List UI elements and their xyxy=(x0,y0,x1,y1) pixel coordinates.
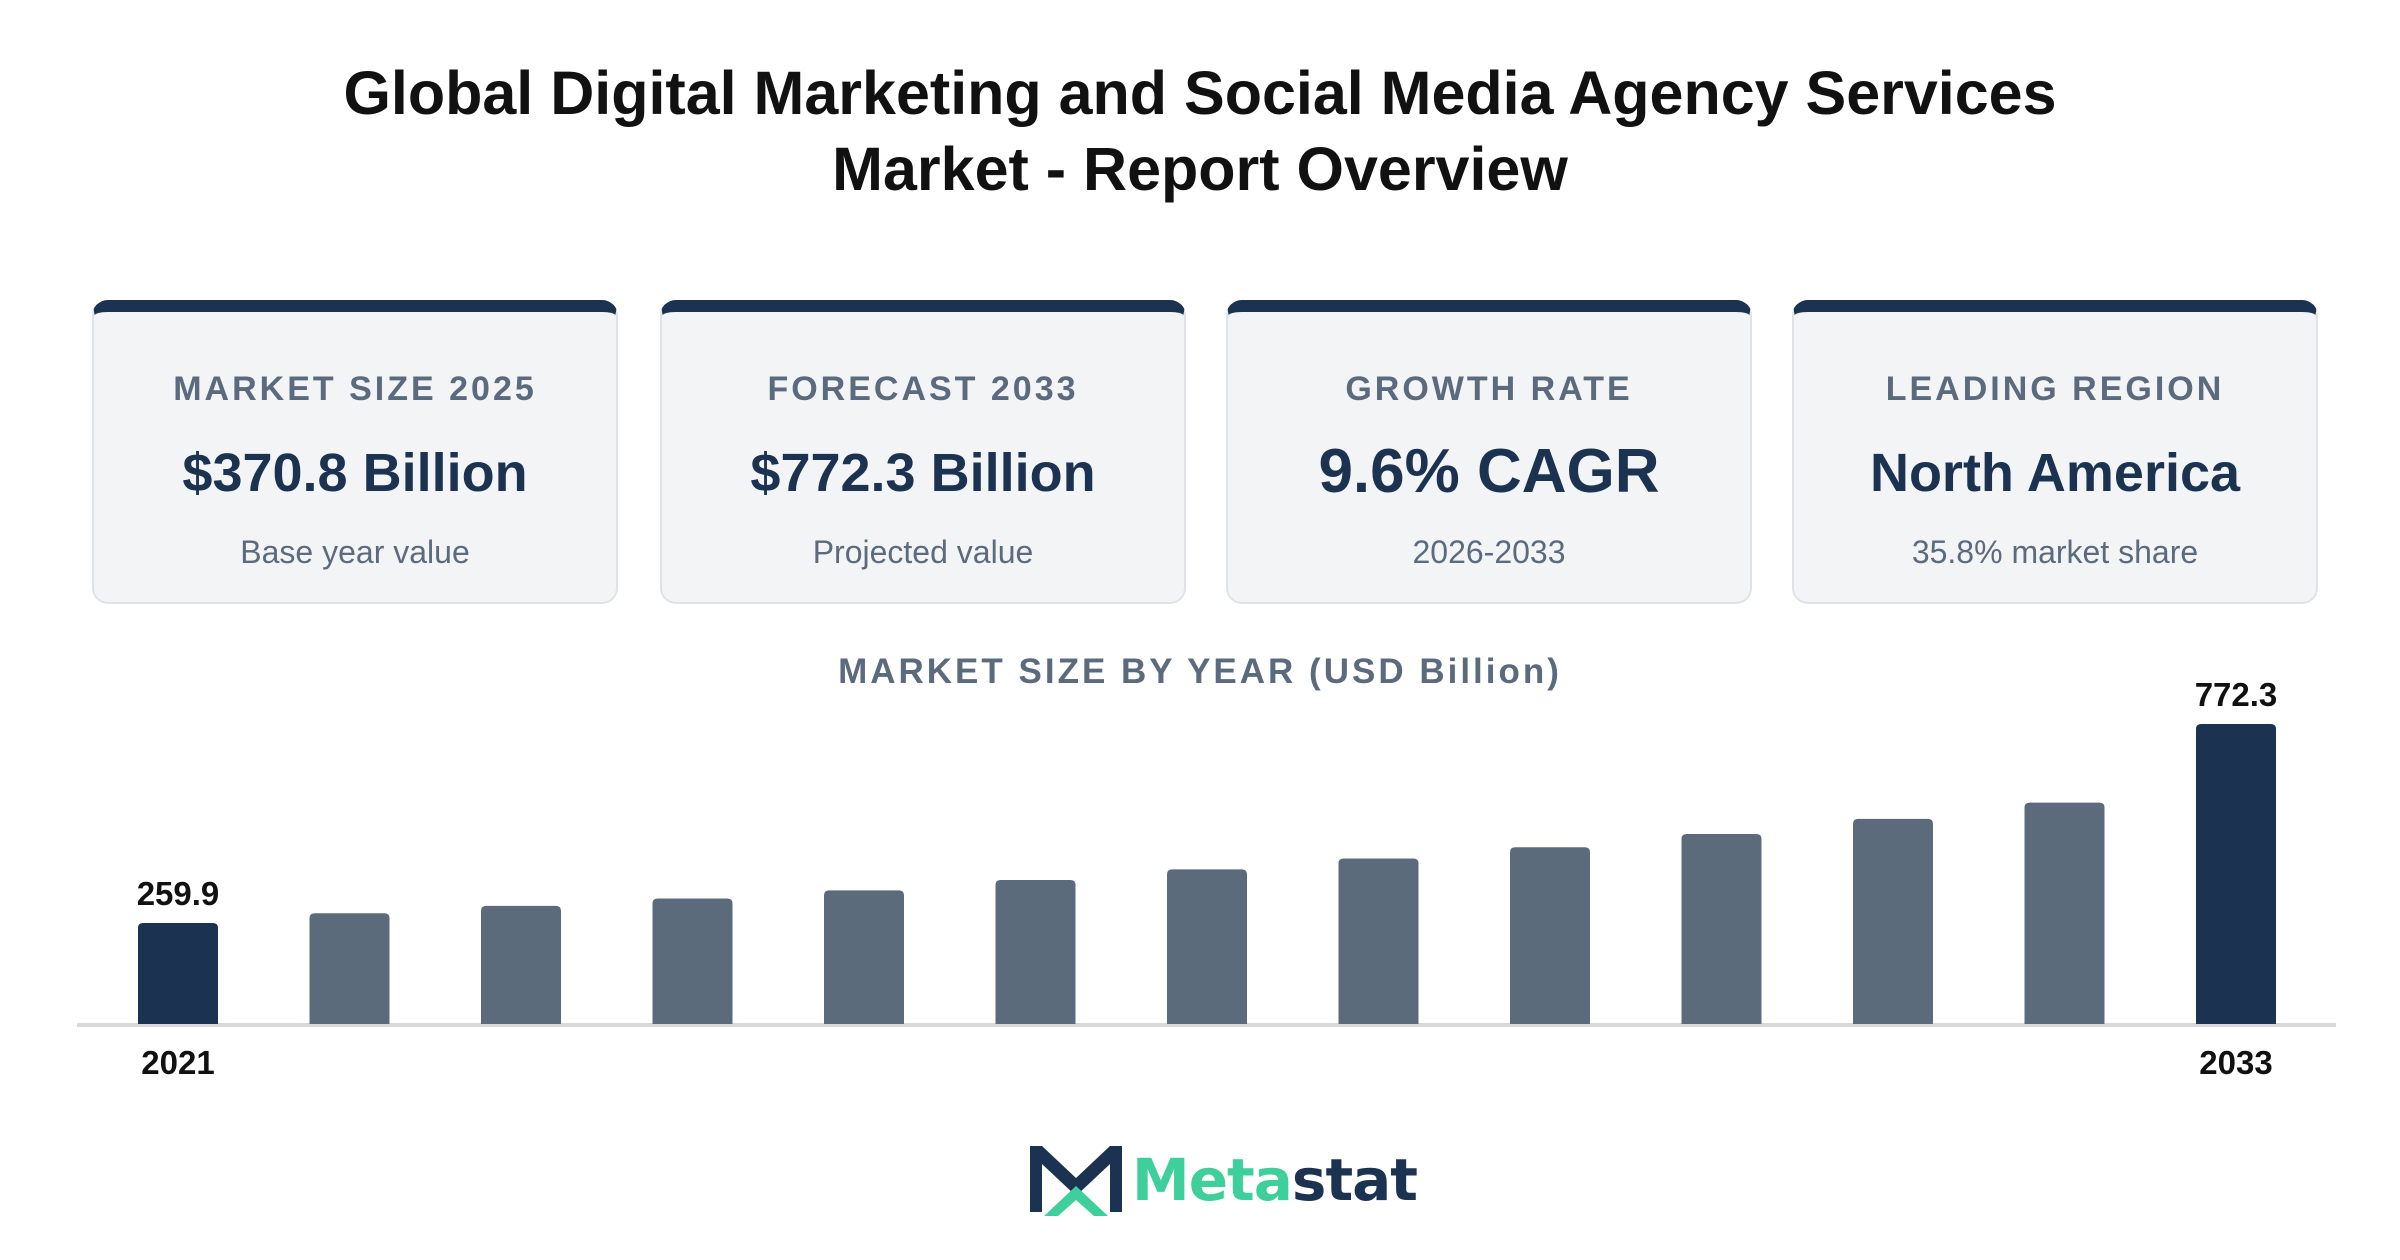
bar-2026 xyxy=(995,879,1076,1024)
bar-chart: 259.9 2021 772.3 2033 xyxy=(77,676,2336,1081)
chart-title: MARKET SIZE BY YEAR (USD Billion) xyxy=(838,652,1562,691)
card-value: $772.3 Billion xyxy=(750,443,1096,503)
logo-text-stat: stat xyxy=(1291,1146,1418,1214)
card-label: MARKET SIZE 2025 xyxy=(173,370,537,408)
bar-2024 xyxy=(652,898,733,1024)
metastat-logo-icon xyxy=(1030,1146,1122,1216)
card-leading-region: LEADING REGION North America 35.8% marke… xyxy=(1792,300,2318,604)
card-subtext: 35.8% market share xyxy=(1911,534,2199,570)
x-tick-label-2033: 2033 xyxy=(2199,1044,2272,1081)
page-title-line1: Global Digital Marketing and Social Medi… xyxy=(343,59,2057,127)
page-title-line2: Market - Report Overview xyxy=(832,135,1568,203)
card-value: $370.8 Billion xyxy=(182,443,528,503)
bar-2032 xyxy=(2024,802,2105,1024)
bar-2028 xyxy=(1338,858,1419,1024)
card-value: North America xyxy=(1869,443,2241,503)
logo-text-meta: Meta xyxy=(1132,1146,1293,1214)
card-label: GROWTH RATE xyxy=(1345,370,1633,408)
summary-cards: MARKET SIZE 2025 $370.8 Billion Base yea… xyxy=(92,300,2322,604)
data-label-2033: 772.3 xyxy=(2195,676,2278,713)
bar-2025 xyxy=(824,890,904,1024)
x-tick-label-2021: 2021 xyxy=(141,1044,214,1081)
bar-2027 xyxy=(1167,869,1247,1024)
card-value: 9.6% CAGR xyxy=(1318,437,1660,506)
card-market-size: MARKET SIZE 2025 $370.8 Billion Base yea… xyxy=(92,300,618,604)
bar-2029 xyxy=(1510,847,1590,1024)
card-forecast: FORECAST 2033 $772.3 Billion Projected v… xyxy=(660,300,1186,604)
card-label: LEADING REGION xyxy=(1885,370,2225,408)
page-title: Global Digital Marketing and Social Medi… xyxy=(0,55,2400,207)
data-label-2021: 259.9 xyxy=(137,875,220,912)
bar-2021 xyxy=(138,923,218,1024)
bar-2022 xyxy=(309,913,390,1024)
bar-2033 xyxy=(2196,724,2276,1024)
card-growth-rate: GROWTH RATE 9.6% CAGR 2026-2033 xyxy=(1226,300,1752,604)
card-subtext: Base year value xyxy=(240,534,470,570)
card-label: FORECAST 2033 xyxy=(767,370,1079,408)
card-subtext: 2026-2033 xyxy=(1412,534,1566,570)
bar-2031 xyxy=(1853,818,1933,1024)
bar-2023 xyxy=(481,905,561,1024)
bar-2030 xyxy=(1681,834,1762,1024)
card-subtext: Projected value xyxy=(812,534,1034,570)
metastat-logo-text: Metastat xyxy=(1132,1146,1418,1214)
metastat-logo: Metastat xyxy=(1028,1142,1418,1220)
